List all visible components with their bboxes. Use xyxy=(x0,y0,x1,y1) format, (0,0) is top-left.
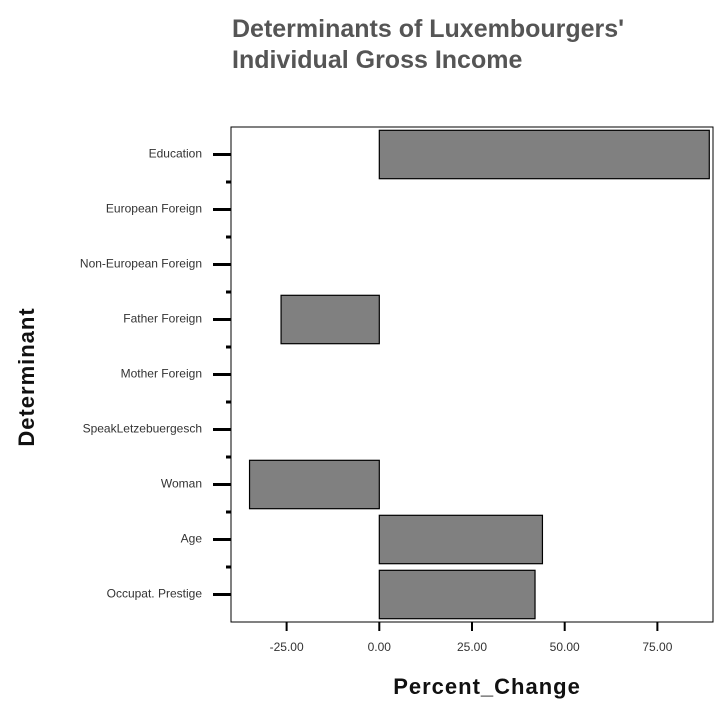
y-tick-label: Age xyxy=(181,532,203,546)
bar xyxy=(280,294,380,345)
x-tick-label: 0.00 xyxy=(368,640,392,654)
x-tick-label: 75.00 xyxy=(642,640,672,654)
y-axis-title: Determinant xyxy=(14,307,39,446)
bar xyxy=(248,459,380,510)
y-tick-label: Education xyxy=(149,147,202,161)
x-tick-label: 25.00 xyxy=(457,640,487,654)
chart-title: Determinants of Luxembourgers' Individua… xyxy=(232,15,625,74)
y-tick-label: Woman xyxy=(161,477,202,491)
bar xyxy=(378,514,544,565)
x-tick-label: 50.00 xyxy=(550,640,580,654)
x-tick-label: -25.00 xyxy=(270,640,304,654)
y-tick-label: SpeakLetzebuergesch xyxy=(83,422,202,436)
x-axis-title: Percent_Change xyxy=(393,674,581,699)
bar xyxy=(378,569,536,620)
y-tick-label: Occupat. Prestige xyxy=(107,587,203,601)
y-tick-label: European Foreign xyxy=(106,202,202,216)
y-tick-label: Father Foreign xyxy=(123,312,202,326)
y-tick-label: Non-European Foreign xyxy=(80,257,202,271)
bar xyxy=(378,129,710,180)
y-tick-label: Mother Foreign xyxy=(121,367,202,381)
